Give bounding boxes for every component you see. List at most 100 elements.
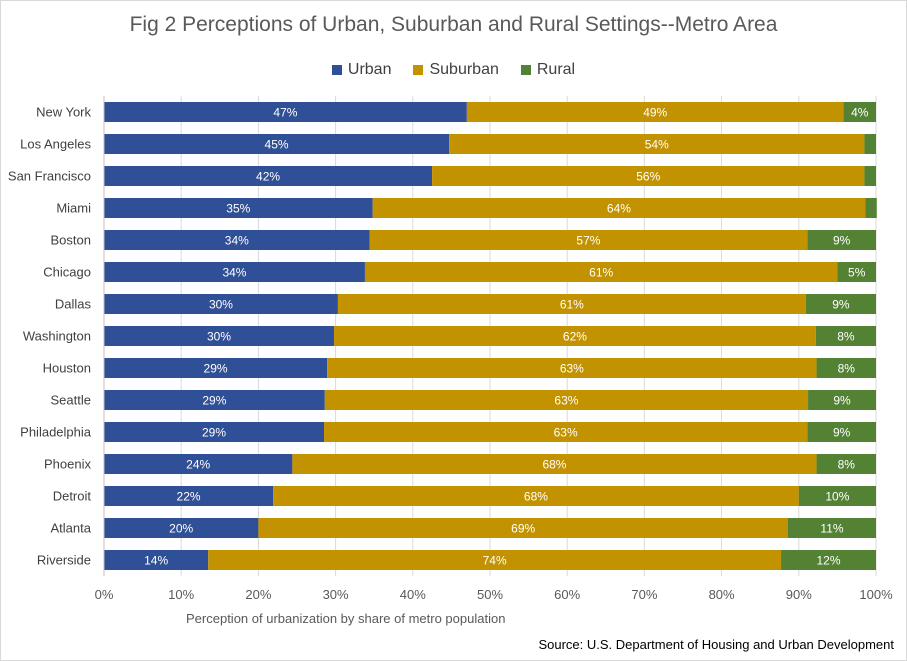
- data-label: 45%: [265, 138, 289, 152]
- legend-item-rural: Rural: [520, 61, 576, 79]
- bar-rural: [808, 390, 876, 410]
- data-label: 63%: [554, 394, 578, 408]
- bar-suburban: [432, 166, 865, 186]
- bar-urban: [104, 294, 338, 314]
- legend-swatch-suburban: [413, 65, 424, 75]
- category-label: Houston: [43, 361, 91, 376]
- data-label: 57%: [576, 234, 600, 248]
- bar-rural: [787, 518, 876, 538]
- bar-rural: [864, 166, 876, 186]
- x-tick-label: 20%: [245, 587, 271, 602]
- bar-suburban: [258, 518, 788, 538]
- chart-legend: Urban Suburban Rural: [1, 61, 906, 79]
- bar-suburban: [327, 358, 817, 378]
- bar-suburban: [372, 198, 866, 218]
- data-label: 9%: [833, 426, 851, 440]
- category-label: Philadelphia: [20, 425, 92, 440]
- data-label: 24%: [186, 458, 210, 472]
- x-tick-label: 80%: [709, 587, 735, 602]
- data-label: 61%: [560, 298, 584, 312]
- bar-urban: [104, 358, 328, 378]
- category-label: Los Angeles: [20, 137, 91, 152]
- legend-swatch-rural: [520, 65, 531, 75]
- data-label: 35%: [226, 202, 250, 216]
- bar-rural: [805, 294, 876, 314]
- category-label: Washington: [23, 329, 91, 344]
- data-label: 9%: [832, 298, 850, 312]
- data-label: 5%: [848, 266, 866, 280]
- bar-suburban: [337, 294, 806, 314]
- category-label: San Francisco: [8, 169, 91, 184]
- data-label: 29%: [204, 362, 228, 376]
- data-label: 8%: [837, 330, 855, 344]
- legend-item-suburban: Suburban: [413, 61, 499, 79]
- data-label: 8%: [838, 362, 856, 376]
- data-label: 42%: [256, 170, 280, 184]
- bar-urban: [104, 262, 365, 282]
- data-label: 63%: [554, 426, 578, 440]
- bar-suburban: [334, 326, 816, 346]
- bar-urban: [104, 326, 335, 346]
- category-label: Miami: [56, 201, 91, 216]
- x-tick-label: 50%: [477, 587, 503, 602]
- data-label: 30%: [207, 330, 231, 344]
- x-tick-label: 0%: [95, 587, 114, 602]
- bar-urban: [104, 230, 370, 250]
- data-label: 34%: [225, 234, 249, 248]
- bar-urban: [104, 102, 467, 122]
- bar-urban: [104, 198, 373, 218]
- bar-rural: [816, 454, 876, 474]
- data-label: 68%: [542, 458, 566, 472]
- bar-urban: [104, 166, 433, 186]
- data-label: 10%: [825, 490, 849, 504]
- x-tick-label: 30%: [323, 587, 349, 602]
- bar-urban: [104, 454, 293, 474]
- data-label: 30%: [209, 298, 233, 312]
- bar-suburban: [324, 422, 808, 442]
- data-label: 9%: [833, 234, 851, 248]
- data-label: 61%: [589, 266, 613, 280]
- bar-rural: [807, 422, 876, 442]
- bar-urban: [104, 390, 325, 410]
- bar-suburban: [466, 102, 844, 122]
- x-tick-label: 70%: [631, 587, 657, 602]
- data-label: 22%: [177, 490, 201, 504]
- bar-suburban: [364, 262, 838, 282]
- data-label: 29%: [202, 394, 226, 408]
- bar-urban: [104, 486, 274, 506]
- bar-rural: [843, 102, 876, 122]
- data-label: 68%: [524, 490, 548, 504]
- category-label: Phoenix: [44, 457, 91, 472]
- data-label: 9%: [833, 394, 851, 408]
- x-tick-label: 90%: [786, 587, 812, 602]
- bar-suburban: [449, 134, 865, 154]
- bar-rural: [864, 134, 876, 154]
- legend-label-suburban: Suburban: [429, 61, 499, 78]
- bar-suburban: [273, 486, 799, 506]
- bar-urban: [104, 134, 450, 154]
- bar-rural: [816, 358, 876, 378]
- category-label: Detroit: [53, 489, 92, 504]
- source-note: Source: U.S. Department of Housing and U…: [538, 637, 894, 652]
- bar-rural: [837, 262, 876, 282]
- legend-label-rural: Rural: [536, 61, 576, 78]
- bar-rural: [798, 486, 876, 506]
- bar-suburban: [369, 230, 808, 250]
- data-label: 62%: [563, 330, 587, 344]
- bar-rural: [865, 198, 877, 218]
- data-label: 74%: [483, 554, 507, 568]
- bar-suburban: [292, 454, 817, 474]
- category-label: Dallas: [55, 297, 92, 312]
- category-label: Seattle: [51, 393, 91, 408]
- data-label: 49%: [643, 106, 667, 120]
- category-label: New York: [36, 105, 91, 120]
- chart-title: Fig 2 Perceptions of Urban, Suburban and…: [129, 13, 778, 36]
- bar-rural: [815, 326, 876, 346]
- x-tick-label: 100%: [859, 587, 893, 602]
- x-tick-label: 10%: [168, 587, 194, 602]
- data-label: 14%: [144, 554, 168, 568]
- data-label: 8%: [838, 458, 856, 472]
- bar-suburban: [324, 390, 809, 410]
